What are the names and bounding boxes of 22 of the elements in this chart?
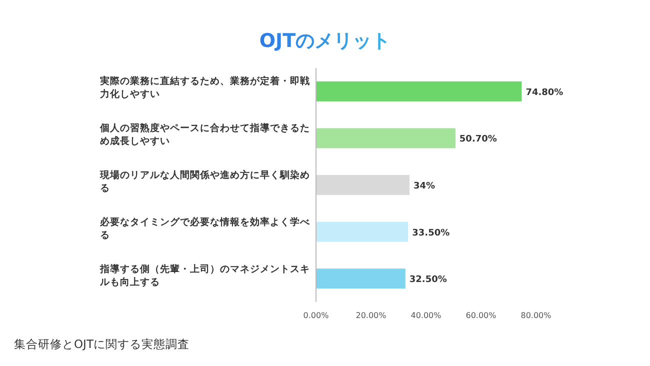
bar: [316, 128, 456, 148]
x-tick-label: 0.00%: [303, 311, 330, 320]
data-label: 34%: [414, 182, 436, 192]
bar: [316, 175, 410, 195]
x-tick-label: 80.00%: [520, 311, 552, 320]
text: 集合研修とOJTに関する実態調査: [14, 337, 190, 351]
y-tick-label: 指導する側（先輩・上司）のマネジメントスキルも向上する: [100, 262, 311, 289]
x-tick-label: 20.00%: [356, 311, 387, 320]
y-tick-label: 必要なタイミングで必要な情報を効率よく学べる: [100, 216, 311, 242]
data-label: 32.50%: [409, 275, 447, 286]
data-label: 50.70%: [459, 134, 497, 145]
y-tick-label: 実際の業務に直結するため、業務が定着・即戦力化しやすい: [100, 75, 311, 102]
data-label: 74.80%: [526, 88, 564, 98]
y-tick-label: 現場のリアルな人間関係や進め方に早く馴染める: [100, 169, 311, 195]
y-tick-label: 個人の習熟度やペースに合わせて指導できるため成長しやすい: [100, 122, 311, 148]
x-tick-label: 60.00%: [466, 311, 497, 320]
chart-title: OJTのメリット: [259, 30, 391, 52]
bar: [316, 81, 522, 102]
x-tick-label: 40.00%: [410, 311, 442, 320]
data-label: 33.50%: [412, 228, 450, 238]
bar: [316, 222, 408, 242]
bar: [316, 268, 406, 289]
